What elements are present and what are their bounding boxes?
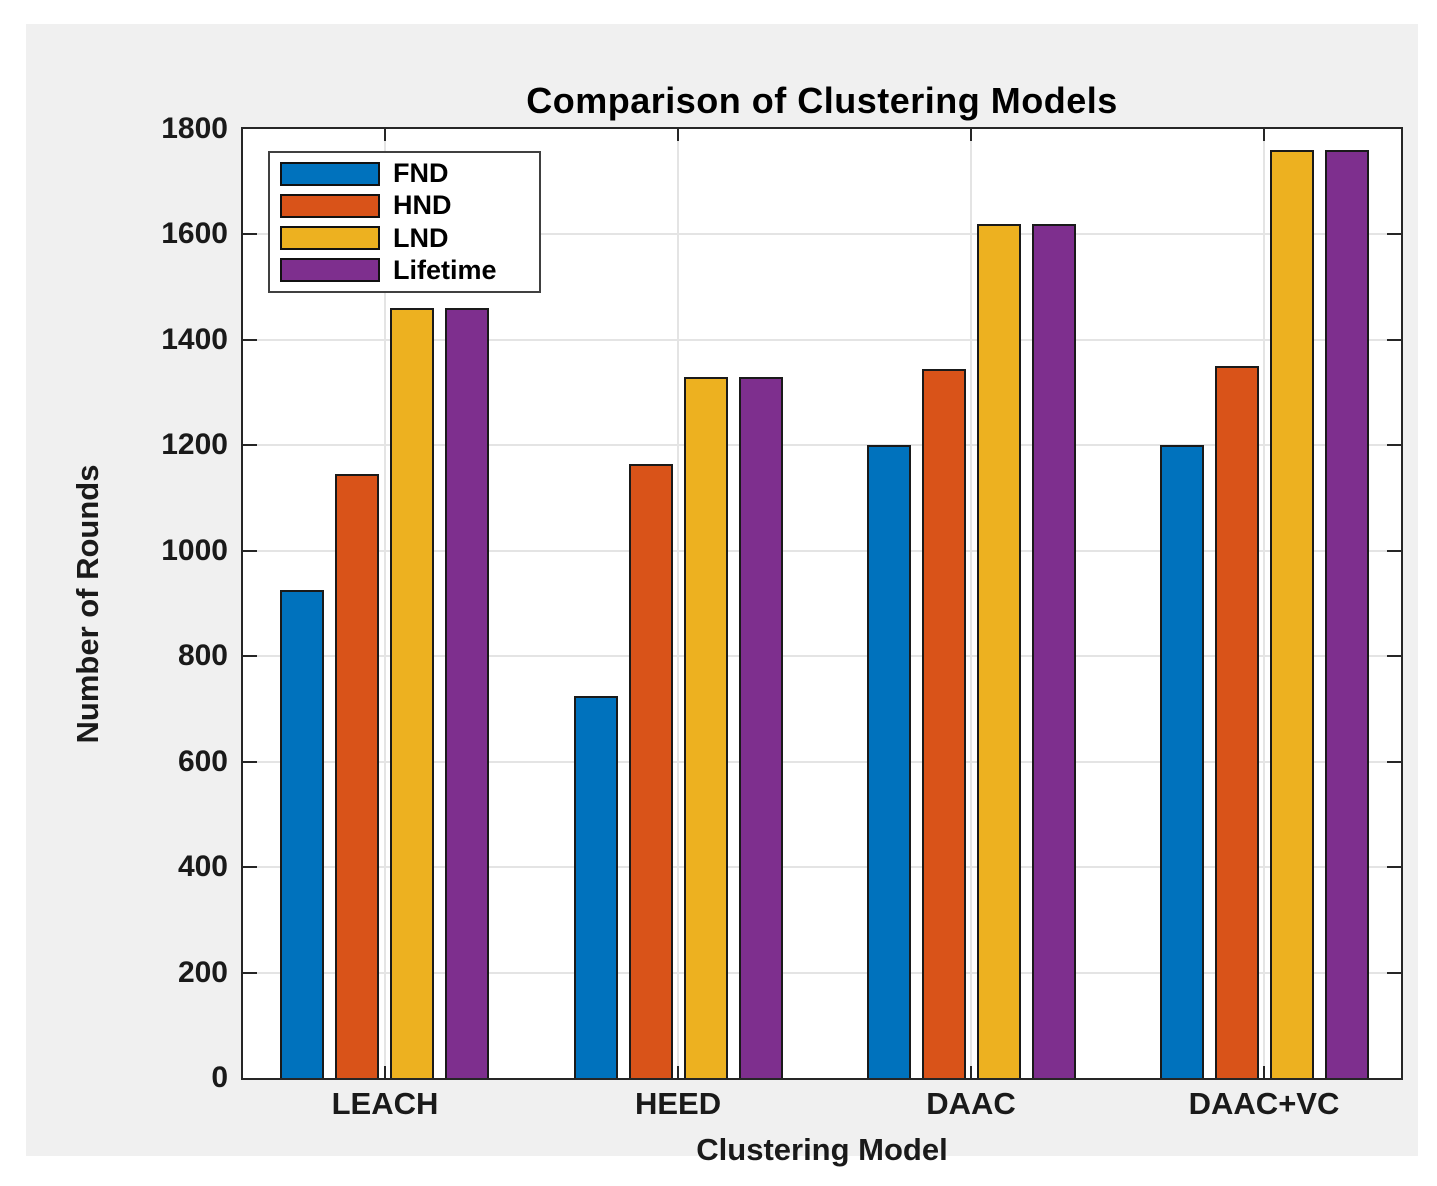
y-tick-mark [243,866,257,869]
legend-swatch-Lifetime [280,258,380,283]
gridline-horizontal [243,866,1401,869]
x-tick-mark [970,1066,973,1078]
chart-title: Comparison of Clustering Models [526,80,1118,121]
legend-label: FND [393,158,449,188]
y-tick-mark [243,549,257,552]
gridline-horizontal [243,760,1401,763]
y-tick-label: 1400 [161,322,228,356]
y-tick-label: 200 [177,955,228,989]
legend-item-HND: HND [280,192,529,219]
y-tick-mark [1387,549,1401,552]
y-tick-label: 400 [177,850,228,884]
bar-DAAC+VC-HND [1214,366,1259,1078]
y-tick-mark [1387,655,1401,658]
legend: FND HND LND Lifetime [268,151,541,293]
x-tick-mark [677,129,680,141]
gridline-horizontal [243,971,1401,974]
x-tick-mark [383,1066,386,1078]
y-tick-label: 0 [211,1061,228,1094]
plot-inner [243,129,1401,1078]
gridline-horizontal [243,233,1401,236]
y-tick-mark [243,444,257,447]
bar-LEACH-FND [280,590,325,1078]
y-tick-mark [243,760,257,763]
gridline-vertical [677,129,680,1078]
bar-DAAC+VC-Lifetime [1324,150,1369,1078]
y-tick-mark [243,655,257,658]
y-tick-mark [1387,444,1401,447]
x-axis-label: Clustering Model [696,1132,948,1167]
gridline-vertical [970,129,973,1078]
gridline-horizontal [243,655,1401,658]
bar-LEACH-Lifetime [445,308,490,1078]
gridline-vertical [1263,129,1265,1078]
y-tick-label: 1000 [161,533,228,567]
plot-area: FND HND LND Lifetime [241,127,1403,1080]
x-tick-mark [970,129,973,141]
x-tick-label: DAAC+VC [1188,1086,1340,1121]
y-axis-label: Number of Rounds [70,464,105,744]
legend-swatch-HND [280,193,380,218]
y-tick-label: 1800 [161,112,228,145]
legend-item-LND: LND [280,222,529,253]
legend-swatch-FND [280,161,380,186]
gridline-horizontal [243,549,1401,552]
legend-label: Lifetime [393,254,497,285]
x-tick-mark [1263,1066,1265,1078]
y-tick-mark [243,233,257,236]
bar-LEACH-LND [390,308,435,1078]
bar-DAAC-LND [976,223,1021,1078]
y-tick-mark [1387,233,1401,236]
legend-swatch-LND [280,226,380,251]
bar-HEED-Lifetime [738,376,783,1078]
gridline-vertical [383,129,386,1078]
x-tick-mark [677,1066,680,1078]
bar-DAAC-FND [866,445,911,1078]
legend-label: LND [393,222,449,253]
bar-HEED-LND [683,376,728,1078]
bar-DAAC-Lifetime [1031,223,1076,1078]
gridline-horizontal [243,338,1401,341]
legend-item-FND: FND [280,160,529,187]
y-tick-mark [243,971,257,974]
bar-DAAC+VC-FND [1159,445,1204,1078]
legend-item-Lifetime: Lifetime [280,254,529,285]
bar-HEED-HND [628,463,673,1078]
bar-HEED-FND [573,695,618,1078]
x-tick-mark [383,129,386,141]
y-tick-label: 800 [177,639,228,673]
x-tick-label: DAAC [926,1086,1016,1121]
bar-DAAC+VC-LND [1269,150,1314,1078]
y-tick-mark [1387,971,1401,974]
gridline-horizontal [243,444,1401,447]
x-tick-label: HEED [634,1086,722,1121]
y-tick-label: 1200 [161,428,228,462]
bar-DAAC-HND [921,368,966,1078]
y-tick-mark [243,338,257,341]
y-tick-mark [1387,866,1401,869]
x-tick-label: LEACH [331,1086,439,1121]
y-tick-mark [1387,338,1401,341]
bar-LEACH-HND [335,474,380,1078]
legend-label: HND [393,190,452,221]
y-tick-mark [1387,760,1401,763]
y-tick-label: 600 [177,744,228,778]
figure-canvas: Comparison of Clustering Models Number o… [26,24,1418,1167]
x-tick-mark [1263,129,1265,141]
y-tick-label: 1600 [161,217,228,251]
